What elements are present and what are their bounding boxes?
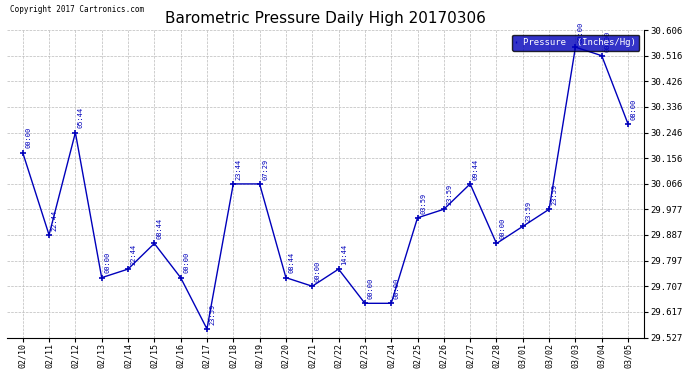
Text: 09:00: 09:00 xyxy=(578,22,584,43)
Text: 23:59: 23:59 xyxy=(446,184,453,205)
Text: 23:59: 23:59 xyxy=(210,303,215,325)
Legend: Pressure  (Inches/Hg): Pressure (Inches/Hg) xyxy=(512,34,640,51)
Text: 08:44: 08:44 xyxy=(288,252,295,273)
Text: 00:00: 00:00 xyxy=(499,218,505,239)
Text: 00:00: 00:00 xyxy=(315,261,321,282)
Text: 00:00: 00:00 xyxy=(184,252,189,273)
Text: 23:44: 23:44 xyxy=(236,159,241,180)
Text: 23:59: 23:59 xyxy=(525,201,531,222)
Text: 07:29: 07:29 xyxy=(262,159,268,180)
Text: 00:00: 00:00 xyxy=(104,252,110,273)
Text: 05:44: 05:44 xyxy=(78,107,84,129)
Text: 23:59: 23:59 xyxy=(552,184,558,205)
Text: 00:00: 00:00 xyxy=(604,30,611,51)
Text: 00:00: 00:00 xyxy=(368,278,373,299)
Text: 22:44: 22:44 xyxy=(130,244,137,265)
Text: 00:00: 00:00 xyxy=(26,127,31,148)
Text: 03:59: 03:59 xyxy=(420,192,426,214)
Text: 08:44: 08:44 xyxy=(157,218,163,239)
Text: 00:00: 00:00 xyxy=(394,278,400,299)
Title: Barometric Pressure Daily High 20170306: Barometric Pressure Daily High 20170306 xyxy=(165,11,486,26)
Text: 14:44: 14:44 xyxy=(341,244,347,265)
Text: Copyright 2017 Cartronics.com: Copyright 2017 Cartronics.com xyxy=(10,6,144,15)
Text: 09:44: 09:44 xyxy=(473,159,479,180)
Text: 08:00: 08:00 xyxy=(631,99,637,120)
Text: 22:44: 22:44 xyxy=(52,210,57,231)
